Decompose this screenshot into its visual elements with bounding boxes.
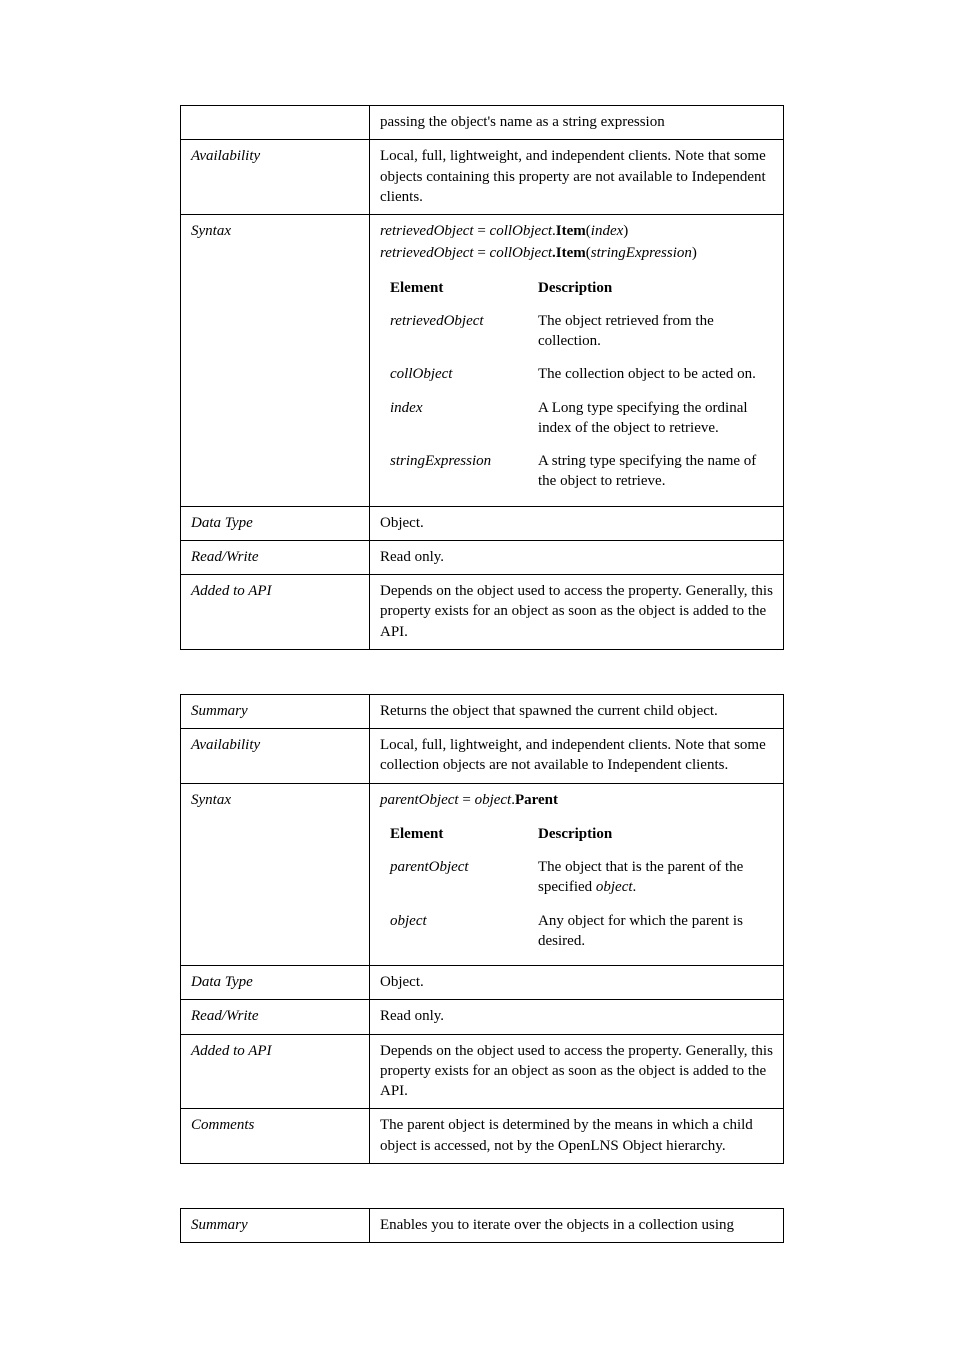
summary-text: Returns the object that spawned the curr…: [370, 694, 784, 728]
api-table-parent: Summary Returns the object that spawned …: [180, 694, 784, 1164]
table-row: Added to API Depends on the object used …: [181, 575, 784, 650]
description-header: Description: [528, 272, 773, 305]
table-row: parentObject The object that is the pare…: [380, 851, 773, 905]
syntax-token: =: [474, 223, 490, 239]
syntax-token: ): [692, 245, 697, 261]
syntax-token: collObject: [490, 245, 552, 261]
element-desc: Any object for which the parent is desir…: [528, 905, 773, 959]
syntax-token: index: [591, 223, 623, 239]
added-text: Depends on the object used to access the…: [370, 575, 784, 650]
table-row: Read/Write Read only.: [181, 1000, 784, 1034]
element-header: Element: [380, 272, 528, 305]
syntax-cell: parentObject = object.Parent Element Des…: [370, 783, 784, 966]
syntax-line-1: retrievedObject = collObject.Item(index): [380, 221, 773, 241]
desc-text: .: [633, 879, 637, 895]
syntax-token: ): [623, 223, 628, 239]
element-name: parentObject: [380, 851, 528, 905]
element-desc: The object that is the parent of the spe…: [528, 851, 773, 905]
summary-label: Summary: [181, 1208, 370, 1242]
api-table-enum: Summary Enables you to iterate over the …: [180, 1208, 784, 1243]
row-value: passing the object's name as a string ex…: [370, 106, 784, 140]
api-table-item: passing the object's name as a string ex…: [180, 105, 784, 650]
element-desc: The collection object to be acted on.: [528, 358, 773, 391]
syntax-cell: retrievedObject = collObject.Item(index)…: [370, 215, 784, 507]
table-row: object Any object for which the parent i…: [380, 905, 773, 959]
syntax-line: parentObject = object.Parent: [380, 790, 773, 810]
syntax-token: stringExpression: [591, 245, 692, 261]
datatype-label: Data Type: [181, 966, 370, 1000]
availability-label: Availability: [181, 729, 370, 784]
table-row: Added to API Depends on the object used …: [181, 1034, 784, 1109]
readwrite-text: Read only.: [370, 540, 784, 574]
element-name: index: [380, 392, 528, 446]
datatype-text: Object.: [370, 506, 784, 540]
readwrite-text: Read only.: [370, 1000, 784, 1034]
table-row: collObject The collection object to be a…: [380, 358, 773, 391]
added-label: Added to API: [181, 1034, 370, 1109]
syntax-token: collObject: [490, 223, 552, 239]
table-row: passing the object's name as a string ex…: [181, 106, 784, 140]
table-row: Syntax retrievedObject = collObject.Item…: [181, 215, 784, 507]
readwrite-label: Read/Write: [181, 540, 370, 574]
table-row: stringExpression A string type specifyin…: [380, 445, 773, 499]
syntax-token: Item: [556, 223, 586, 239]
table-row: Summary Returns the object that spawned …: [181, 694, 784, 728]
document-page: passing the object's name as a string ex…: [0, 0, 954, 1347]
syntax-token: Parent: [515, 792, 558, 808]
element-name: collObject: [380, 358, 528, 391]
desc-text: The object that is the parent of the spe…: [538, 859, 743, 895]
summary-label: Summary: [181, 694, 370, 728]
table-row: Data Type Object.: [181, 506, 784, 540]
description-header: Description: [528, 818, 773, 851]
desc-text-ital: object: [596, 879, 633, 895]
element-desc: A string type specifying the name of the…: [528, 445, 773, 499]
syntax-token: retrievedObject: [380, 223, 474, 239]
syntax-token: Item: [556, 245, 586, 261]
comments-label: Comments: [181, 1109, 370, 1164]
table-row: Data Type Object.: [181, 966, 784, 1000]
element-name: stringExpression: [380, 445, 528, 499]
availability-label: Availability: [181, 140, 370, 215]
table-row: Summary Enables you to iterate over the …: [181, 1208, 784, 1242]
table-row: Comments The parent object is determined…: [181, 1109, 784, 1164]
table-row: Element Description: [380, 818, 773, 851]
availability-text: Local, full, lightweight, and independen…: [370, 729, 784, 784]
availability-text: Local, full, lightweight, and independen…: [370, 140, 784, 215]
element-name: object: [380, 905, 528, 959]
table-row: Availability Local, full, lightweight, a…: [181, 140, 784, 215]
table-row: retrievedObject The object retrieved fro…: [380, 305, 773, 359]
summary-text: Enables you to iterate over the objects …: [370, 1208, 784, 1242]
row-label: [181, 106, 370, 140]
table-row: Availability Local, full, lightweight, a…: [181, 729, 784, 784]
added-label: Added to API: [181, 575, 370, 650]
syntax-token: parentObject: [380, 792, 459, 808]
comments-text: The parent object is determined by the m…: [370, 1109, 784, 1164]
element-description-table: Element Description parentObject The obj…: [380, 818, 773, 958]
element-desc: The object retrieved from the collection…: [528, 305, 773, 359]
element-name: retrievedObject: [380, 305, 528, 359]
syntax-token: retrievedObject: [380, 245, 474, 261]
syntax-line-2: retrievedObject = collObject.Item(string…: [380, 243, 773, 263]
element-desc: A Long type specifying the ordinal index…: [528, 392, 773, 446]
table-row: Read/Write Read only.: [181, 540, 784, 574]
syntax-token: =: [474, 245, 490, 261]
readwrite-label: Read/Write: [181, 1000, 370, 1034]
table-row: index A Long type specifying the ordinal…: [380, 392, 773, 446]
datatype-text: Object.: [370, 966, 784, 1000]
syntax-label: Syntax: [181, 783, 370, 966]
datatype-label: Data Type: [181, 506, 370, 540]
element-header: Element: [380, 818, 528, 851]
element-description-table: Element Description retrievedObject The …: [380, 272, 773, 499]
table-row: Element Description: [380, 272, 773, 305]
syntax-label: Syntax: [181, 215, 370, 507]
syntax-token: object: [475, 792, 512, 808]
syntax-token: =: [459, 792, 475, 808]
added-text: Depends on the object used to access the…: [370, 1034, 784, 1109]
table-row: Syntax parentObject = object.Parent Elem…: [181, 783, 784, 966]
